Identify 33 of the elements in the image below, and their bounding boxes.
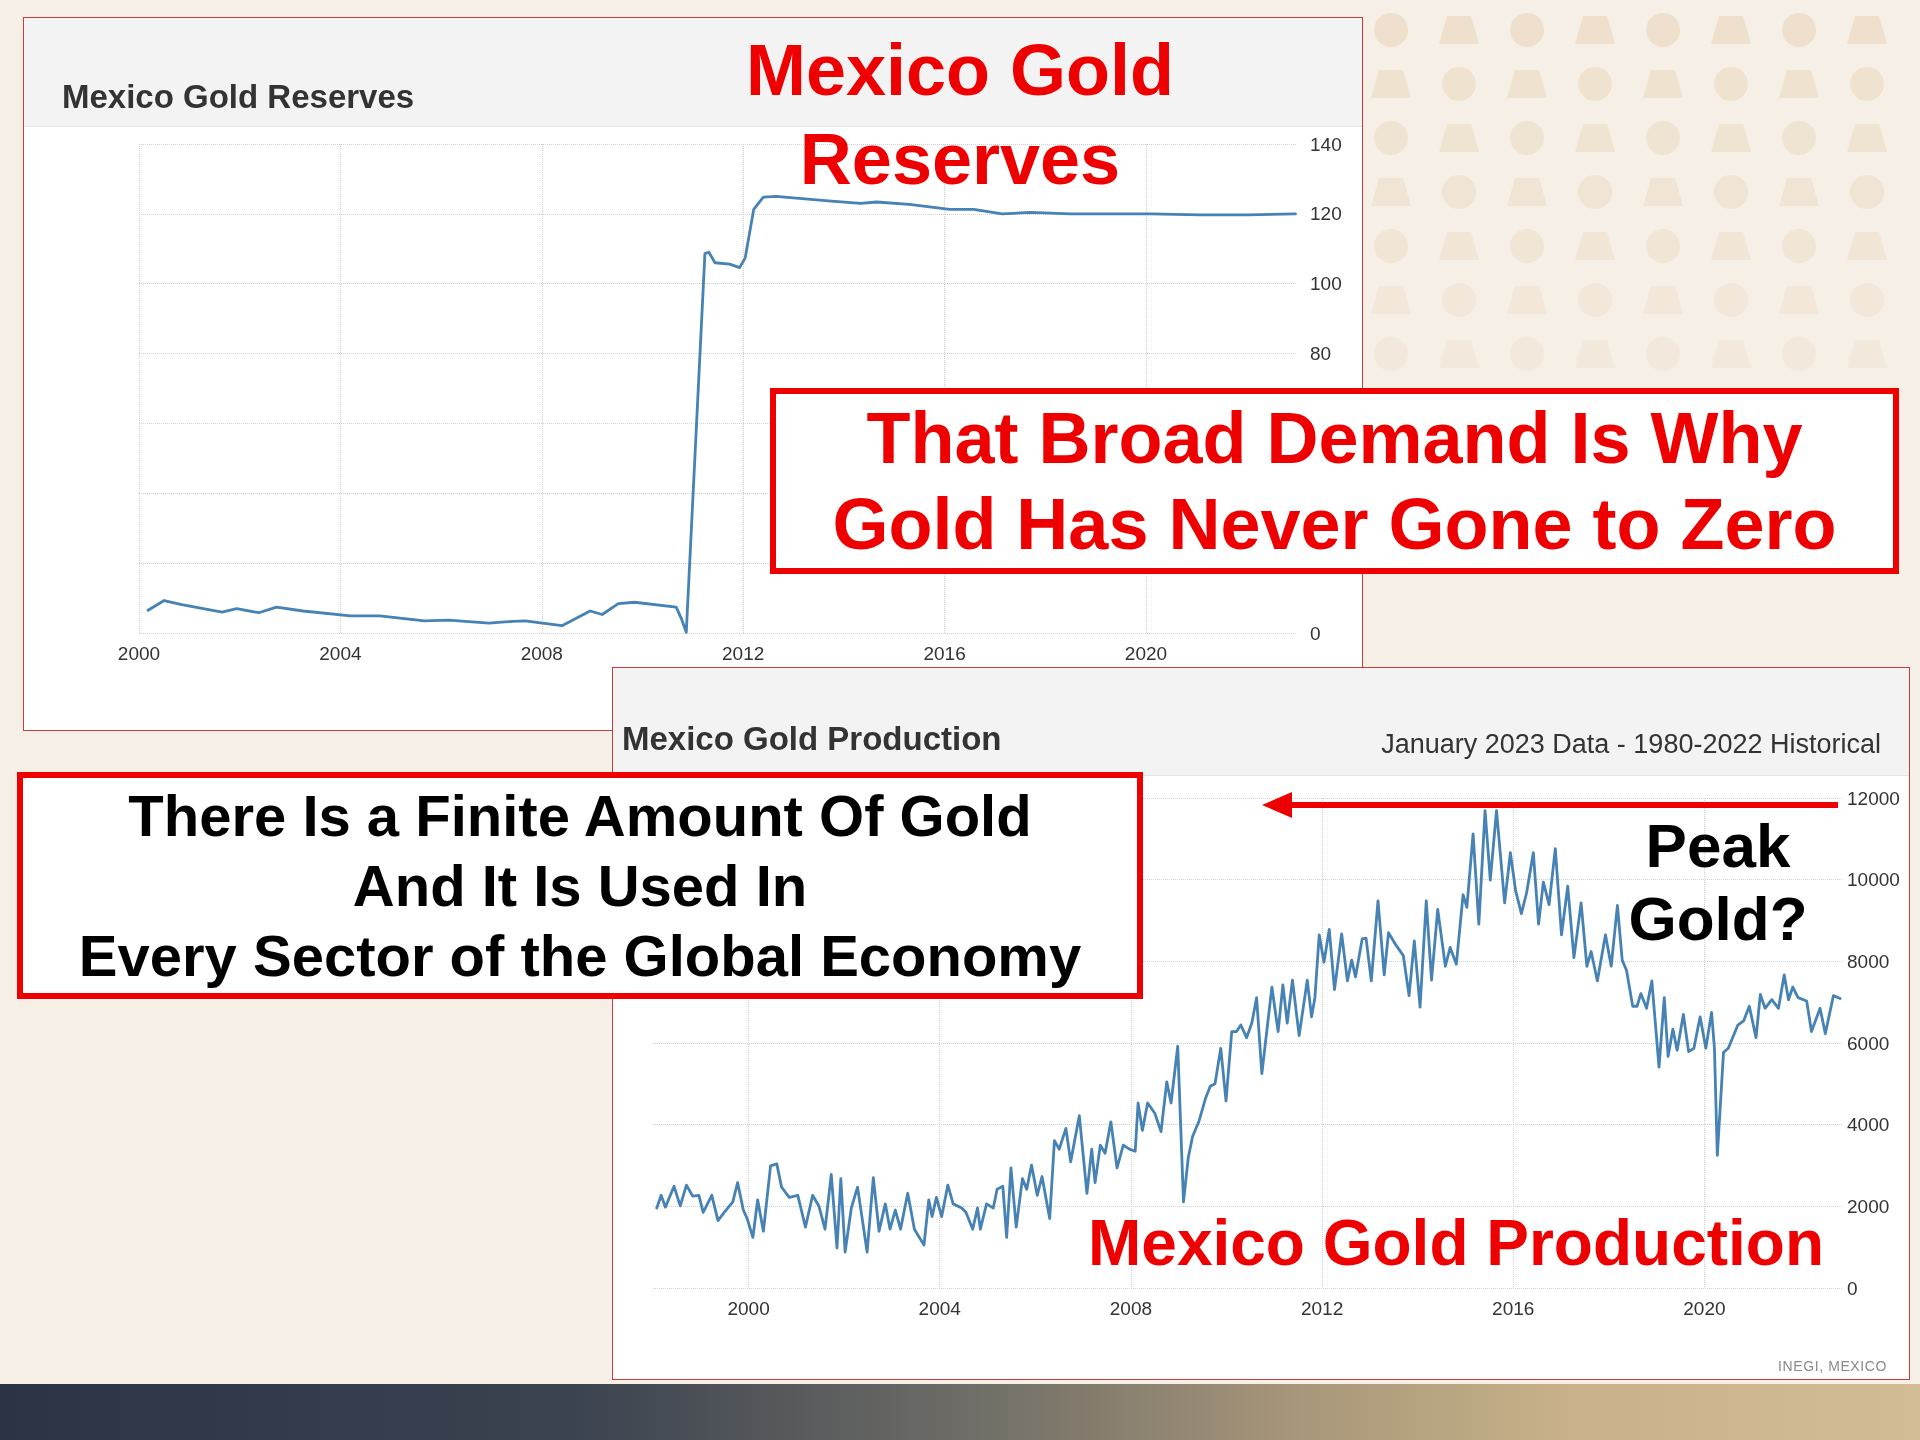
- y-tick-label: 2000: [1847, 1195, 1890, 1217]
- x-tick-label: 2000: [117, 643, 161, 664]
- x-tick-label: 2012: [722, 643, 765, 664]
- y-tick-label: 12000: [1847, 787, 1900, 809]
- y-tick-label: 100: [1310, 273, 1342, 295]
- x-tick-label: 2020: [1124, 643, 1168, 664]
- x-tick-label: 2008: [1109, 1298, 1153, 1319]
- x-tick-label: 2000: [727, 1298, 770, 1319]
- y-tick-label: 120: [1310, 203, 1342, 225]
- y-tick-label: 4000: [1847, 1114, 1890, 1136]
- x-tick-label: 2004: [918, 1298, 962, 1319]
- annotation: Peak Gold?: [1628, 810, 1808, 955]
- chart-subtitle: January 2023 Data - 1980-2022 Historical: [1381, 728, 1881, 760]
- chart-title: Mexico Gold Reserves: [62, 78, 415, 116]
- x-tick-label: 2004: [319, 643, 362, 664]
- chart-title: Mexico Gold Production: [622, 720, 1002, 758]
- x-tick-label: 2020: [1683, 1298, 1726, 1319]
- x-tick-label: 2016: [1492, 1298, 1535, 1319]
- text: INEGI, MEXICO: [1778, 1358, 1887, 1374]
- y-tick-label: 6000: [1847, 1032, 1890, 1054]
- y-tick-label: 0: [1310, 622, 1321, 644]
- annotation: Mexico Gold Production: [1087, 1207, 1825, 1279]
- y-tick-label: 140: [1310, 133, 1342, 155]
- y-tick-label: 80: [1310, 343, 1332, 365]
- annotation: Mexico Gold Reserves: [745, 29, 1175, 201]
- y-tick-label: 10000: [1847, 869, 1900, 891]
- x-tick-label: 2016: [923, 643, 966, 664]
- y-tick-label: 8000: [1847, 950, 1890, 972]
- x-tick-label: 2012: [1300, 1298, 1344, 1319]
- y-tick-label: 0: [1847, 1277, 1858, 1299]
- x-tick-label: 2008: [520, 643, 563, 664]
- annotation: That Broad Demand Is Why Gold Has Never Gone to Zero: [832, 397, 1837, 566]
- annotation: There Is a Finite Amount Of Gold And It Is Used In Every Sector of the Global Economy: [78, 781, 1082, 990]
